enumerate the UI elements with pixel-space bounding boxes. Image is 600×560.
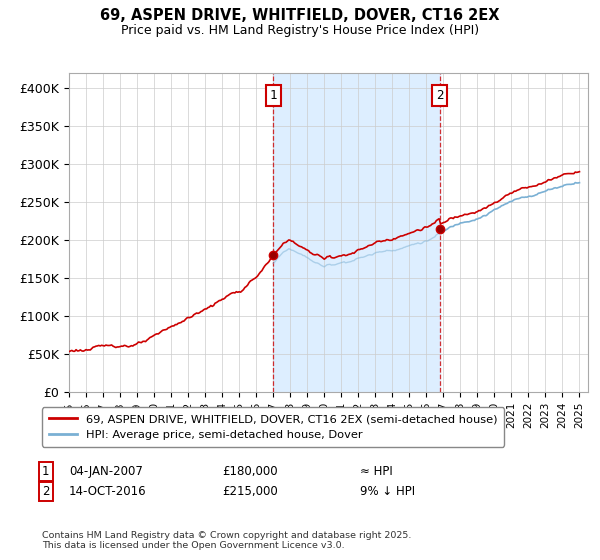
Text: £215,000: £215,000 [222, 485, 278, 498]
Text: 1: 1 [269, 89, 277, 102]
Text: 2: 2 [42, 485, 50, 498]
Text: £180,000: £180,000 [222, 465, 278, 478]
Text: 04-JAN-2007: 04-JAN-2007 [69, 465, 143, 478]
Legend: 69, ASPEN DRIVE, WHITFIELD, DOVER, CT16 2EX (semi-detached house), HPI: Average : 69, ASPEN DRIVE, WHITFIELD, DOVER, CT16 … [41, 407, 505, 447]
Text: 2: 2 [436, 89, 443, 102]
Bar [273, 73, 440, 392]
Text: Price paid vs. HM Land Registry's House Price Index (HPI): Price paid vs. HM Land Registry's House … [121, 24, 479, 37]
Text: 9% ↓ HPI: 9% ↓ HPI [360, 485, 415, 498]
Text: Contains HM Land Registry data © Crown copyright and database right 2025.
This d: Contains HM Land Registry data © Crown c… [42, 531, 412, 550]
Text: 69, ASPEN DRIVE, WHITFIELD, DOVER, CT16 2EX: 69, ASPEN DRIVE, WHITFIELD, DOVER, CT16 … [100, 8, 500, 24]
Text: 1: 1 [42, 465, 50, 478]
Text: 14-OCT-2016: 14-OCT-2016 [69, 485, 146, 498]
Text: ≈ HPI: ≈ HPI [360, 465, 393, 478]
